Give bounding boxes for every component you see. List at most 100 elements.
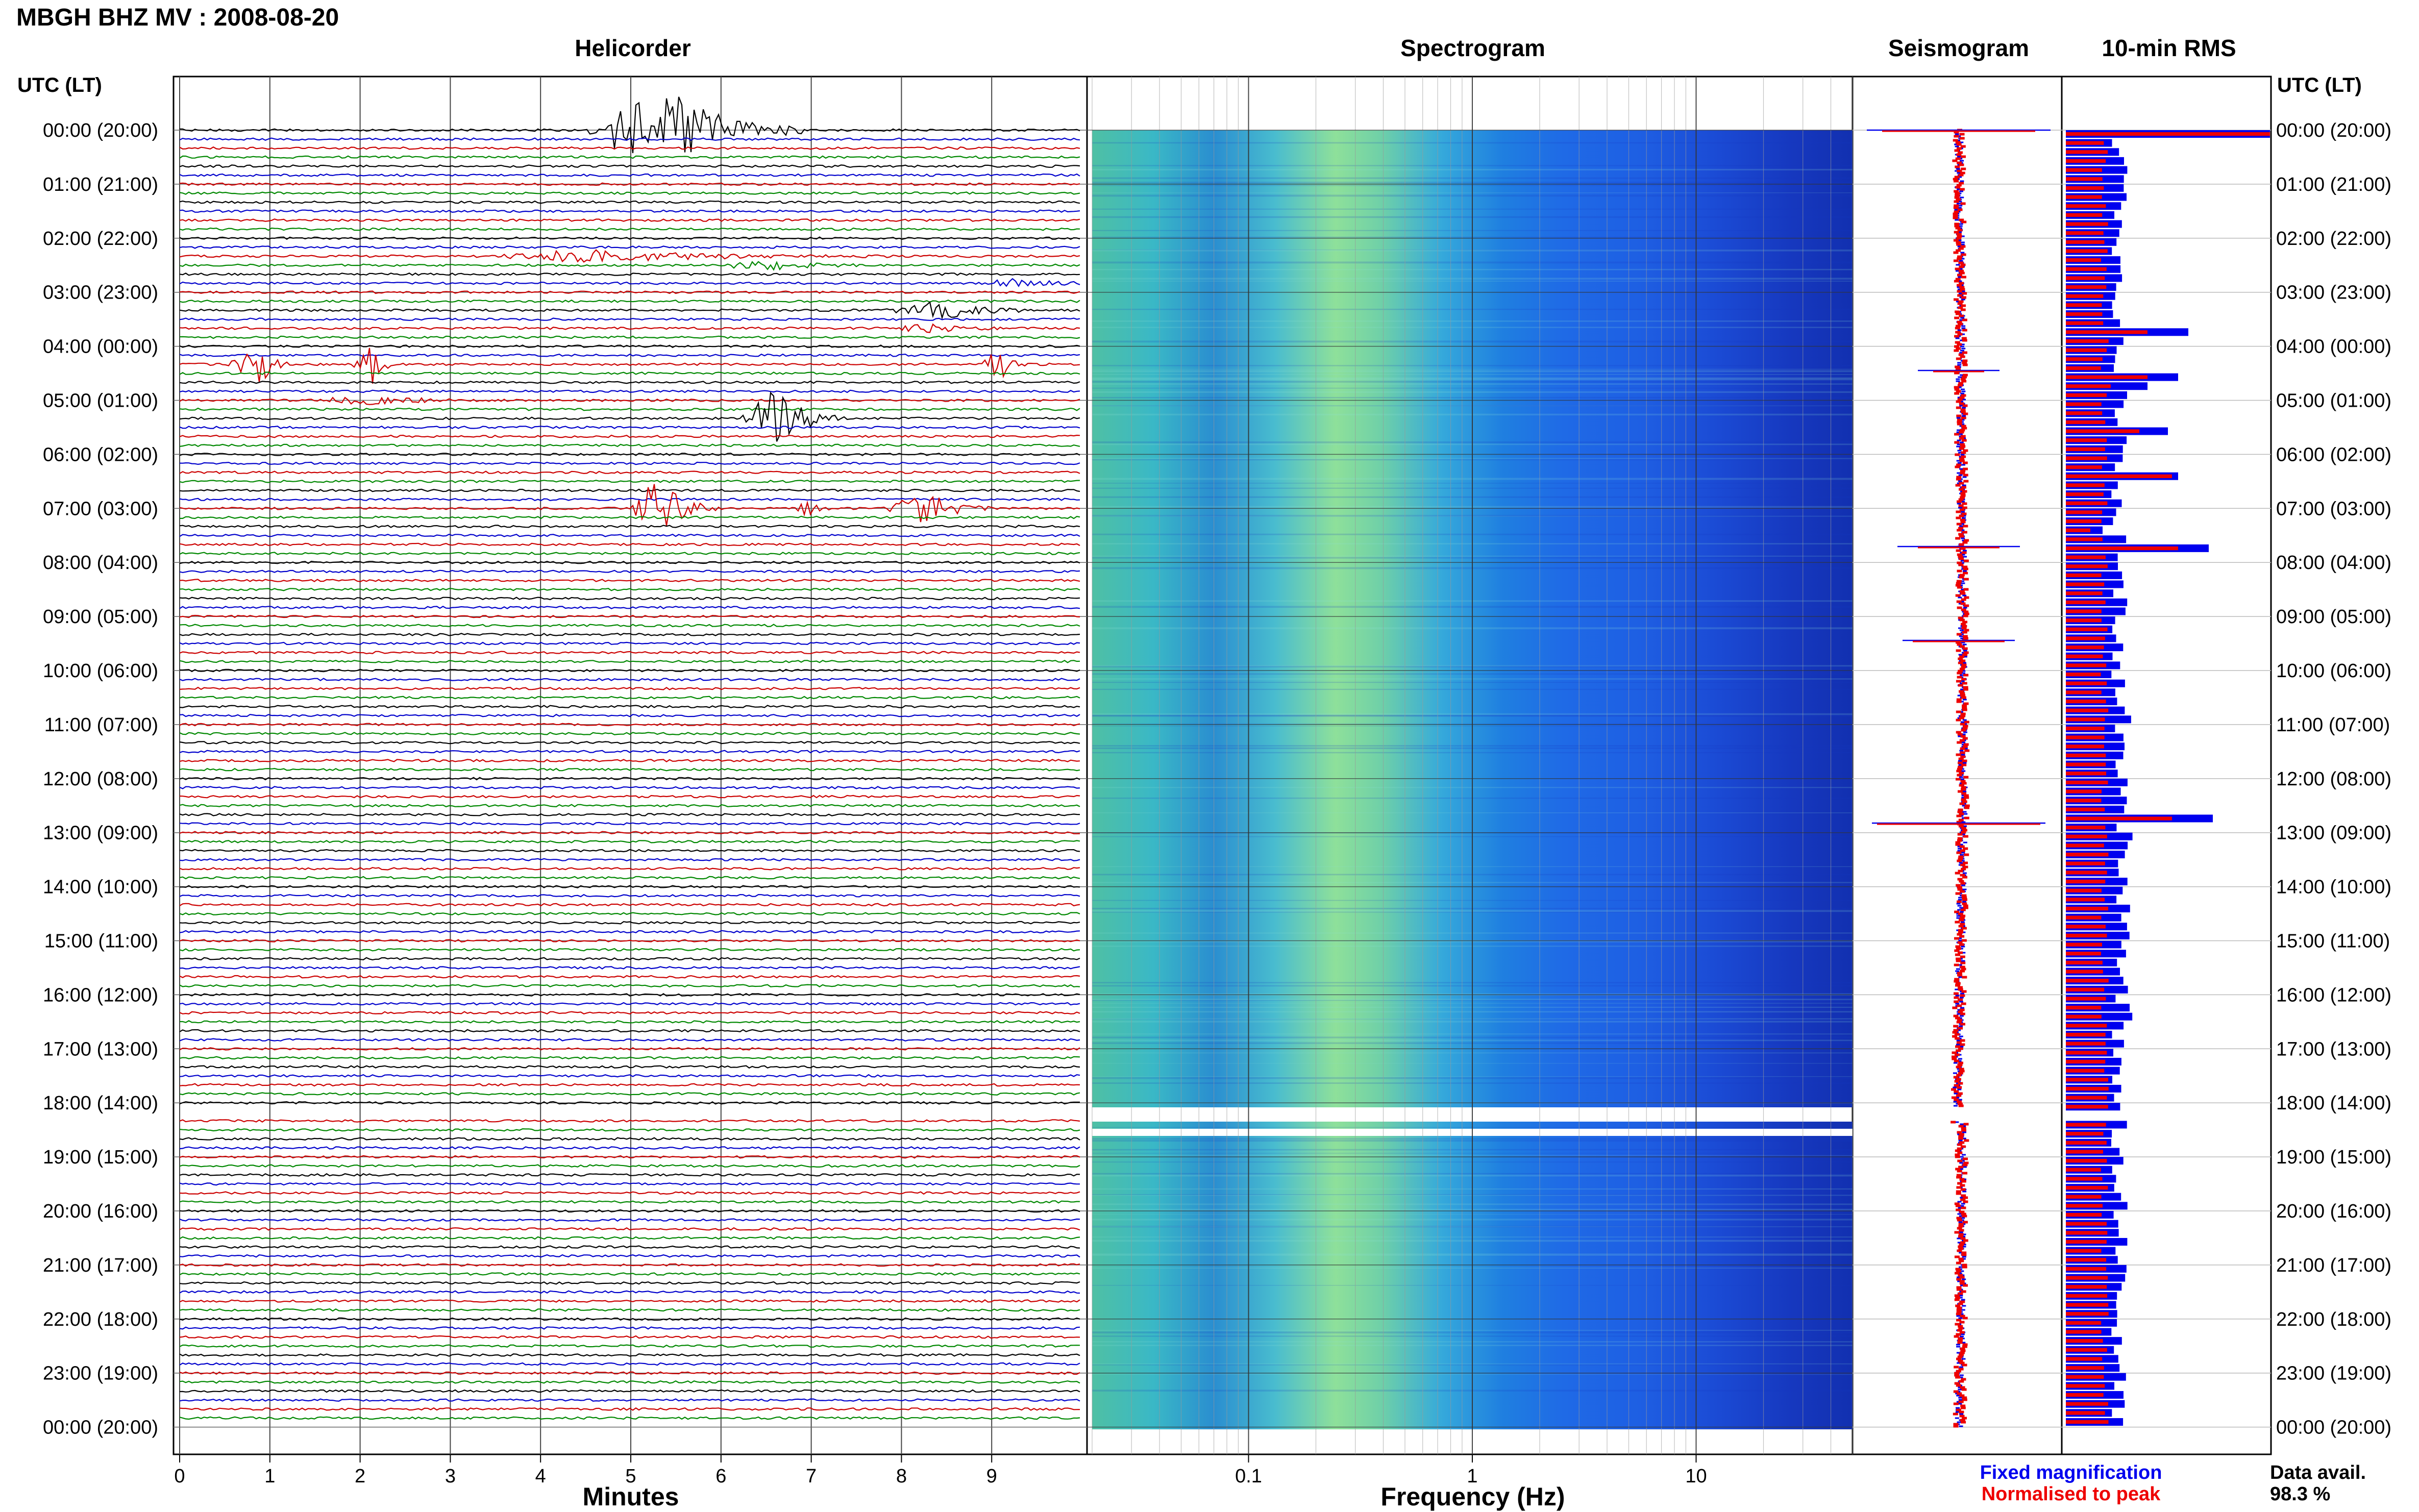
rms-bar-normalised [2066, 249, 2108, 253]
time-label-right: 21:00 (17:00) [2276, 1255, 2391, 1276]
rms-bar-normalised [2066, 1059, 2106, 1064]
rms-bar-normalised [2066, 294, 2104, 298]
rms-bar-normalised [2066, 1294, 2108, 1298]
helicorder-trace-row [179, 461, 1080, 465]
time-labels: 00:00 (20:00) 00:00 (20:00) 01:00 (21:00) 0… [43, 120, 2391, 1439]
helicorder-trace-row [179, 533, 1080, 537]
minute-tick-label: 7 [806, 1466, 817, 1487]
minutes-axis-label: Minutes [583, 1482, 679, 1511]
rms-bar-normalised [2066, 1195, 2102, 1199]
seismogram-frame [1852, 76, 2063, 1455]
rms-bar-normalised [2066, 1240, 2107, 1244]
rms-bar-normalised [2066, 645, 2104, 650]
rms-bar-normalised [2066, 844, 2104, 848]
frequency-axis-label: Frequency (Hz) [1380, 1482, 1565, 1511]
time-label-left: 03:00 (23:00) [43, 282, 158, 304]
helicorder-trace-row [179, 1344, 1080, 1348]
time-label-right: 07:00 (03:00) [2276, 498, 2391, 519]
time-label-left: 05:00 (01:00) [43, 390, 158, 412]
rms-bar-normalised [2066, 1014, 2102, 1019]
helicorder-trace-row [179, 686, 1080, 690]
time-label-left: 07:00 (03:00) [43, 498, 158, 519]
time-label-right: 08:00 (04:00) [2276, 552, 2391, 574]
helicorder-trace-row [179, 209, 1080, 213]
frequency-tick-label: 0.1 [1235, 1466, 1262, 1487]
rms-bar-normalised [2066, 474, 2172, 478]
helicorder-trace-row [180, 96, 1080, 154]
helicorder-trace-row [179, 317, 1080, 321]
rms-bar-normalised [2066, 177, 2103, 181]
time-label-right: 04:00 (00:00) [2276, 336, 2391, 358]
helicorder-trace-row [179, 1173, 1080, 1177]
helicorder-trace-row [179, 993, 1080, 997]
rms-bar-normalised [2066, 1231, 2108, 1235]
rms-bar-normalised [2066, 582, 2105, 586]
rms-title: 10-min RMS [2102, 35, 2236, 61]
helicorder-trace-row [179, 182, 1080, 186]
rms-bar-normalised [2066, 762, 2106, 766]
time-label-right: 02:00 (22:00) [2276, 228, 2391, 250]
rms-bar-normalised [2066, 330, 2148, 334]
helicorder-trace-row [179, 488, 1080, 492]
rms-bar-normalised [2066, 492, 2104, 497]
rms-bar-normalised [2066, 654, 2103, 658]
rms-bar-normalised [2066, 591, 2103, 596]
rms-bar-normalised [2066, 222, 2108, 226]
rms-bar-normalised [2066, 438, 2107, 442]
rms-bar-normalised [2066, 1285, 2107, 1289]
rms-bar-normalised [2066, 1411, 2105, 1415]
helicorder-trace-row [179, 200, 1080, 204]
minute-tick-label: 3 [445, 1466, 456, 1487]
helicorder-trace-row [179, 587, 1080, 591]
rms-bar-normalised [2066, 1042, 2106, 1046]
helicorder-trace-row [179, 885, 1080, 889]
helicorder-trace-row [179, 839, 1080, 844]
time-label-right: 11:00 (07:00) [2276, 714, 2390, 736]
time-label-right: 10:00 (06:00) [2276, 660, 2391, 682]
time-label-left: 13:00 (09:00) [43, 823, 158, 844]
rms-bar-normalised [2066, 726, 2105, 731]
helicorder-trace-row [179, 614, 1080, 618]
helicorder-trace-row [179, 984, 1080, 988]
helicorder-trace-row [179, 525, 1080, 529]
helicorder-trace-row [179, 389, 1080, 393]
rms-bar-normalised [2066, 240, 2105, 244]
rms-bar-normalised [2066, 1212, 2102, 1217]
helicorder-trace-row [179, 301, 1080, 320]
time-label-right: 19:00 (15:00) [2276, 1147, 2391, 1168]
time-label-left: 18:00 (14:00) [43, 1093, 158, 1114]
rms-bar-normalised [2066, 807, 2105, 811]
time-label-left: 06:00 (02:00) [43, 444, 158, 465]
helicorder-trace-row [179, 696, 1080, 700]
rms-bar-normalised [2066, 1348, 2107, 1352]
rms-bar-normalised [2066, 483, 2105, 487]
helicorder-trace-row [179, 470, 1080, 475]
rms-bar-normalised [2066, 510, 2103, 514]
rms-bar-normalised [2066, 636, 2105, 640]
time-label-right: 12:00 (08:00) [2276, 769, 2391, 790]
legend-fixed-magnification: Fixed magnification [1980, 1462, 2162, 1483]
time-label-left: 09:00 (05:00) [43, 606, 158, 628]
helicorder-trace-row [179, 930, 1080, 934]
time-label-left: 11:00 (07:00) [44, 714, 158, 736]
helicorder-trace-row [179, 713, 1080, 717]
rms-bar-normalised [2066, 753, 2106, 758]
helicorder-trace-row [179, 1308, 1080, 1312]
rms-bar-normalised [2066, 1204, 2103, 1208]
rms-bar-normalised [2066, 1168, 2101, 1172]
helicorder-trace-row [179, 1056, 1080, 1060]
rms-bar-normalised [2066, 564, 2108, 568]
time-label-left: 23:00 (19:00) [43, 1363, 158, 1384]
legend-normalised-to-peak: Normalised to peak [1982, 1483, 2161, 1505]
helicorder-trace-row [179, 261, 1080, 271]
time-label-right: 22:00 (18:00) [2276, 1309, 2391, 1330]
helicorder-trace-row [179, 758, 1080, 763]
rms-bar-normalised [2066, 132, 2270, 136]
helicorder-trace-row [179, 173, 1080, 177]
helicorder-trace-row [179, 155, 1080, 159]
helicorder-trace-row [179, 1038, 1080, 1042]
time-label-right: 20:00 (16:00) [2276, 1201, 2391, 1222]
time-label-left: 14:00 (10:00) [43, 877, 158, 898]
helicorder-trace-row [179, 831, 1080, 835]
